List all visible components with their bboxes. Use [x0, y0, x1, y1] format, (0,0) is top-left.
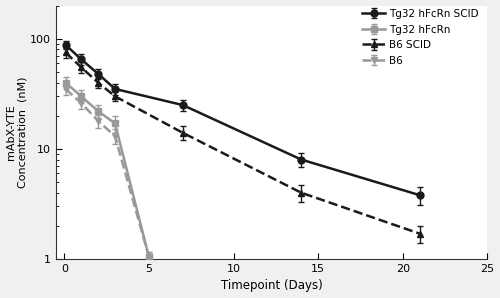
Y-axis label: mAbX-YTE
Concentration  (nM): mAbX-YTE Concentration (nM) — [6, 77, 27, 188]
Legend: Tg32 hFcRn SCID, Tg32 hFcRn, B6 SCID, B6: Tg32 hFcRn SCID, Tg32 hFcRn, B6 SCID, B6 — [359, 6, 482, 69]
X-axis label: Timepoint (Days): Timepoint (Days) — [220, 280, 322, 292]
